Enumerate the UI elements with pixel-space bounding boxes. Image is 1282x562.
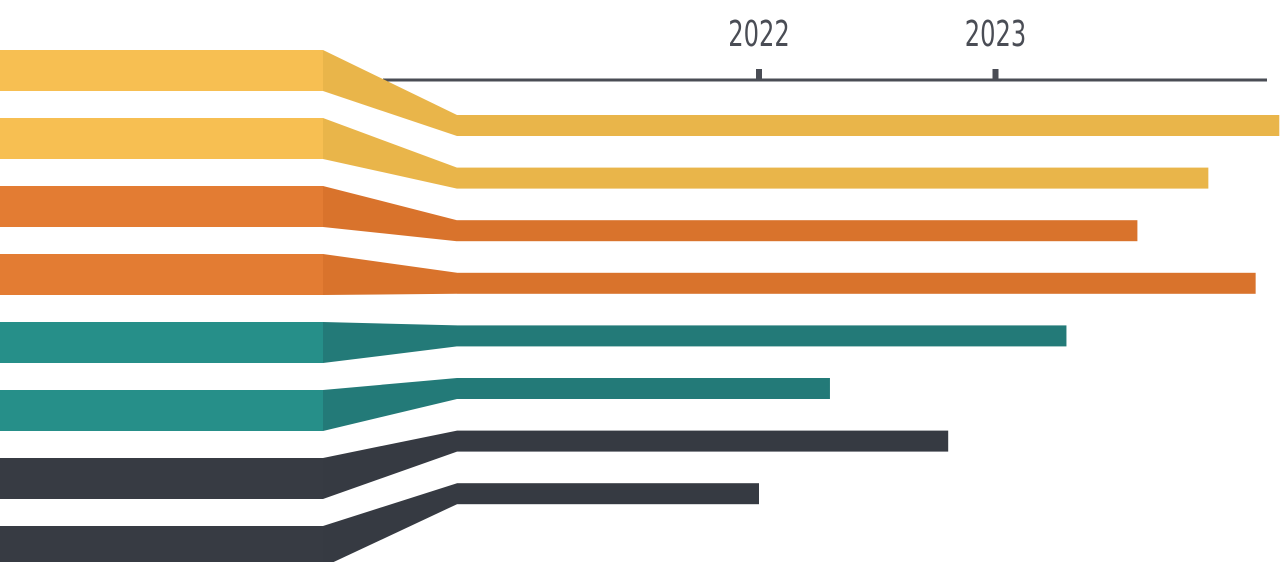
bar-group — [0, 50, 1280, 136]
bar — [457, 430, 949, 452]
category-label-block — [0, 390, 323, 431]
bar — [457, 272, 1256, 294]
bar-group — [0, 254, 1256, 295]
bar — [457, 220, 1138, 242]
bar — [457, 115, 1280, 136]
bar-group — [0, 186, 1138, 242]
bar-group — [0, 118, 1209, 189]
bar-connector — [323, 118, 457, 189]
bar-connector — [323, 186, 457, 242]
bar-connector — [323, 254, 457, 295]
category-label-block — [0, 186, 323, 227]
x-axis-tick-label: 2023 — [965, 14, 1026, 55]
x-axis-tick-mark — [992, 69, 999, 81]
x-axis-tick-label: 2022 — [728, 14, 789, 55]
bar-group — [0, 378, 830, 431]
bar — [457, 167, 1209, 189]
bar — [457, 325, 1067, 347]
x-axis-tick-mark — [756, 69, 762, 81]
category-label-block — [0, 322, 323, 363]
bar-connector — [323, 430, 457, 499]
bar-group — [0, 430, 949, 499]
bar-connector — [323, 50, 457, 136]
category-label-block — [0, 526, 323, 562]
category-label-block — [0, 458, 323, 499]
x-axis: 2022 2023 — [383, 14, 1267, 82]
category-label-block — [0, 118, 323, 159]
bar — [457, 483, 759, 505]
category-label-block — [0, 50, 323, 91]
bar — [457, 378, 830, 399]
bar-connector — [323, 378, 457, 431]
bar-group — [0, 322, 1067, 363]
bar-connector — [323, 483, 457, 562]
bar-connector — [323, 322, 457, 363]
category-label-block — [0, 254, 323, 295]
bar-group — [0, 483, 759, 562]
